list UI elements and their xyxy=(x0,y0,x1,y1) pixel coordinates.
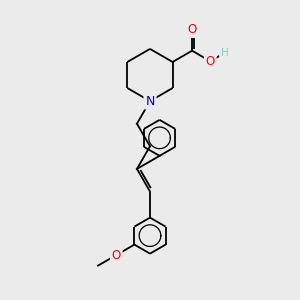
Text: N: N xyxy=(145,94,155,108)
Text: O: O xyxy=(112,249,121,262)
Text: O: O xyxy=(206,55,215,68)
Text: H: H xyxy=(221,48,228,58)
Text: O: O xyxy=(188,23,197,36)
